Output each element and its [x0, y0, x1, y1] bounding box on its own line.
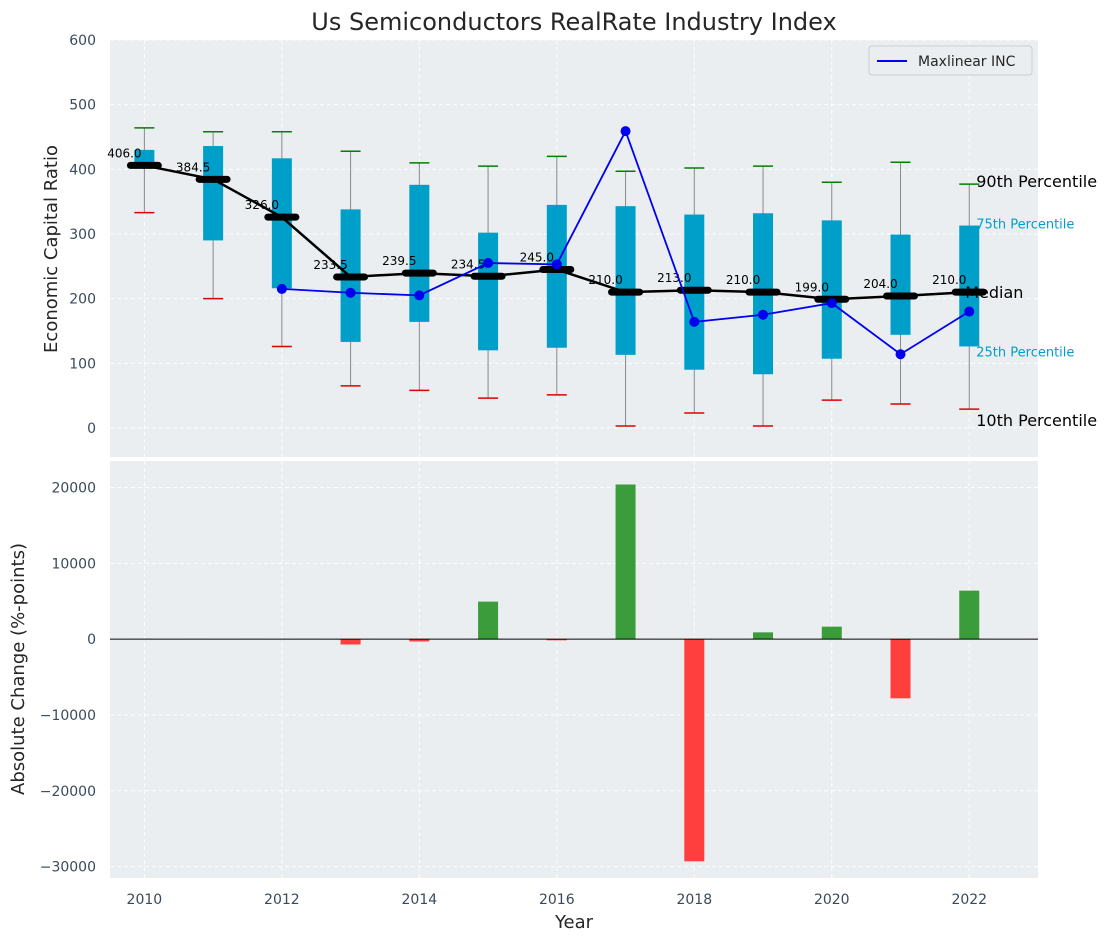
median-value-label: 210.0 [726, 273, 760, 287]
median-value-label: 213.0 [657, 271, 691, 285]
company-point [276, 283, 287, 294]
x-tick-label: 2014 [402, 892, 438, 908]
change-bar [959, 590, 980, 640]
median-value-label: 210.0 [588, 273, 622, 287]
legend-box [868, 45, 1033, 76]
change-bars [340, 484, 980, 862]
x-tick-label: 2012 [264, 892, 300, 908]
x-tick-label: 2022 [951, 892, 987, 908]
bottom-gridlines [110, 461, 1038, 878]
median-value-label: 406.0 [107, 146, 141, 160]
top-panel: 0 100 200 300 400 500 600 406.0 384.5 326.0 233.5… [41, 33, 1097, 457]
top-y-tick-label: 600 [69, 33, 96, 49]
median-value-label: 199.0 [795, 280, 829, 294]
iqr-box [203, 146, 224, 241]
percentile-labels: 90th Percentile 75th Percentile Median 25th… [965, 172, 1097, 430]
company-point [414, 290, 425, 301]
label-10th-percentile: 10th Percentile [976, 411, 1097, 430]
top-y-tick-label: 0 [87, 421, 96, 437]
bottom-y-tick-label: −10000 [40, 708, 96, 724]
top-y-tick-label: 100 [69, 356, 96, 372]
bottom-plot-area [110, 461, 1038, 878]
iqr-box [890, 234, 911, 335]
iqr-box [409, 184, 430, 322]
company-point [620, 126, 631, 137]
median-value-label: 234.5 [451, 257, 485, 271]
bottom-y-tick-label: −30000 [40, 860, 96, 876]
median-value-label: 245.0 [520, 251, 554, 265]
bottom-y-tick-label: 0 [87, 632, 96, 648]
company-point [895, 349, 906, 360]
company-point [758, 309, 769, 320]
bottom-y-tick-label: 10000 [51, 556, 96, 572]
company-point [551, 259, 562, 270]
label-25th-percentile: 25th Percentile [976, 345, 1074, 360]
chart-title: Us Semiconductors RealRate Industry Inde… [311, 8, 836, 36]
median-value-label: 233.5 [313, 258, 347, 272]
change-bar [684, 639, 705, 862]
bottom-y-tick-label: −20000 [40, 784, 96, 800]
change-bar [546, 639, 567, 641]
change-bar [478, 601, 499, 640]
iqr-box [271, 158, 292, 289]
x-tick-label: 2016 [539, 892, 575, 908]
iqr-box [821, 220, 842, 359]
company-point [964, 306, 975, 317]
top-y-tick-label: 500 [69, 98, 96, 114]
change-bar [890, 639, 911, 699]
company-point [826, 298, 837, 309]
top-y-axis-label: Economic Capital Ratio [41, 145, 62, 353]
legend-label-company: Maxlinear INC [918, 54, 1016, 70]
company-point [689, 316, 700, 327]
company-series [276, 126, 975, 360]
change-bar [821, 626, 842, 640]
company-point [345, 287, 356, 298]
bottom-y-axis-label: Absolute Change (%-points) [8, 543, 29, 795]
iqr-box [546, 204, 567, 348]
median-value-label: 326.0 [245, 198, 279, 212]
change-bar [753, 632, 774, 640]
iqr-box [615, 206, 636, 355]
median-value-label: 204.0 [863, 277, 897, 291]
x-tick-label: 2010 [127, 892, 163, 908]
top-plot-area [110, 40, 1038, 457]
median-value-label: 210.0 [932, 273, 966, 287]
bottom-y-tick-label: 20000 [51, 481, 96, 497]
company-point [483, 258, 494, 269]
change-bar [340, 639, 361, 645]
iqr-box [959, 225, 980, 347]
top-y-tick-label: 200 [69, 292, 96, 308]
label-90th-percentile: 90th Percentile [976, 172, 1097, 191]
top-gridlines [110, 39, 1038, 457]
label-75th-percentile: 75th Percentile [976, 218, 1074, 233]
x-tick-label: 2018 [676, 892, 712, 908]
iqr-box [478, 232, 499, 351]
bottom-y-ticks: −30000 −20000 −10000 0 10000 20000 [40, 481, 96, 876]
label-median: Median [965, 283, 1023, 302]
change-bar [409, 639, 430, 642]
x-tick-label: 2020 [814, 892, 850, 908]
top-y-tick-label: 400 [69, 162, 96, 178]
x-ticks: 2010 2012 2014 2016 2018 2020 2022 [127, 892, 988, 908]
median-value-label: 384.5 [176, 160, 210, 174]
median-value-label: 239.5 [382, 254, 416, 268]
change-bar [615, 484, 636, 640]
top-y-ticks: 0 100 200 300 400 500 600 [69, 33, 96, 437]
legend: Maxlinear INC [868, 45, 1033, 76]
x-axis-label: Year [554, 912, 594, 933]
top-y-tick-label: 300 [69, 227, 96, 243]
